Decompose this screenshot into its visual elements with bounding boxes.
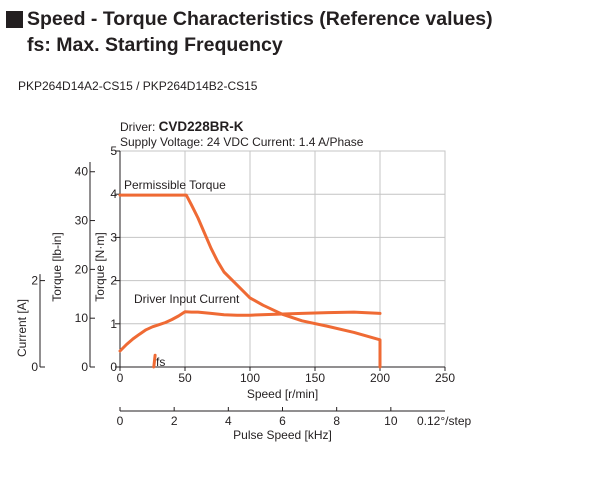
pulse-speed-tick-label: 8 xyxy=(333,414,340,428)
driver-header: Driver: CVD228BR-K xyxy=(120,119,244,134)
torque-nm-tick-label: 4 xyxy=(110,187,117,201)
torque-nm-tick-label: 1 xyxy=(110,317,117,331)
torque-lbin-tick-label: 10 xyxy=(75,311,89,325)
model-label: PKP264D14A2-CS15 / PKP264D14B2-CS15 xyxy=(18,79,258,93)
driver-input-current-label: Driver Input Current xyxy=(134,292,240,306)
speed-axis-label: Speed [r/min] xyxy=(247,387,318,401)
heading-title-line: Speed - Torque Characteristics (Referenc… xyxy=(6,6,493,32)
pulse-speed-axis-label: Pulse Speed [kHz] xyxy=(233,428,332,442)
heading-square-icon xyxy=(6,10,23,28)
driver-name: CVD228BR-K xyxy=(159,119,244,134)
torque-nm-tick-label: 2 xyxy=(110,274,117,288)
speed-tick-label: 150 xyxy=(305,371,325,385)
torque-nm-tick-label: 5 xyxy=(110,144,117,158)
heading: Speed - Torque Characteristics (Referenc… xyxy=(6,6,493,58)
speed-tick-label: 50 xyxy=(178,371,192,385)
pulse-speed-unit-label: 0.12°/step xyxy=(417,414,471,428)
speed-tick-label: 250 xyxy=(435,371,455,385)
fs-line xyxy=(152,353,157,369)
torque-lbin-axis-label: Torque [lb-in] xyxy=(50,232,64,301)
pulse-speed-tick-label: 6 xyxy=(279,414,286,428)
torque-nm-tick-label: 3 xyxy=(110,230,117,244)
current-tick-label: 2 xyxy=(31,274,38,288)
supply-text: Supply Voltage: 24 VDC Current: 1.4 A/Ph… xyxy=(120,135,364,149)
heading-subtitle: fs: Max. Starting Frequency xyxy=(27,34,283,56)
current-axis-label: Current [A] xyxy=(15,299,29,357)
permissible-torque-line xyxy=(118,193,382,369)
driver-input-current-line xyxy=(118,310,382,353)
speed-tick-label: 200 xyxy=(370,371,390,385)
torque-lbin-tick-label: 40 xyxy=(75,165,89,179)
pulse-speed-tick-label: 0 xyxy=(117,414,124,428)
current-tick-label: 0 xyxy=(31,360,38,374)
torque-lbin-tick-label: 20 xyxy=(75,262,89,276)
permissible-torque-label: Permissible Torque xyxy=(124,178,226,192)
torque-nm-tick-label: 0 xyxy=(110,360,117,374)
pulse-speed-tick-label: 2 xyxy=(171,414,178,428)
torque-nm-axis-label: Torque [N·m] xyxy=(93,232,107,301)
fs-label: fs xyxy=(156,355,165,369)
speed-tick-label: 100 xyxy=(240,371,260,385)
speed-tick-label: 0 xyxy=(117,371,124,385)
heading-title: Speed - Torque Characteristics (Referenc… xyxy=(27,8,493,30)
pulse-speed-tick-label: 4 xyxy=(225,414,232,428)
torque-lbin-tick-label: 30 xyxy=(75,214,89,228)
driver-label: Driver: xyxy=(120,120,159,134)
pulse-speed-tick-label: 10 xyxy=(384,414,398,428)
torque-lbin-tick-label: 0 xyxy=(81,360,88,374)
